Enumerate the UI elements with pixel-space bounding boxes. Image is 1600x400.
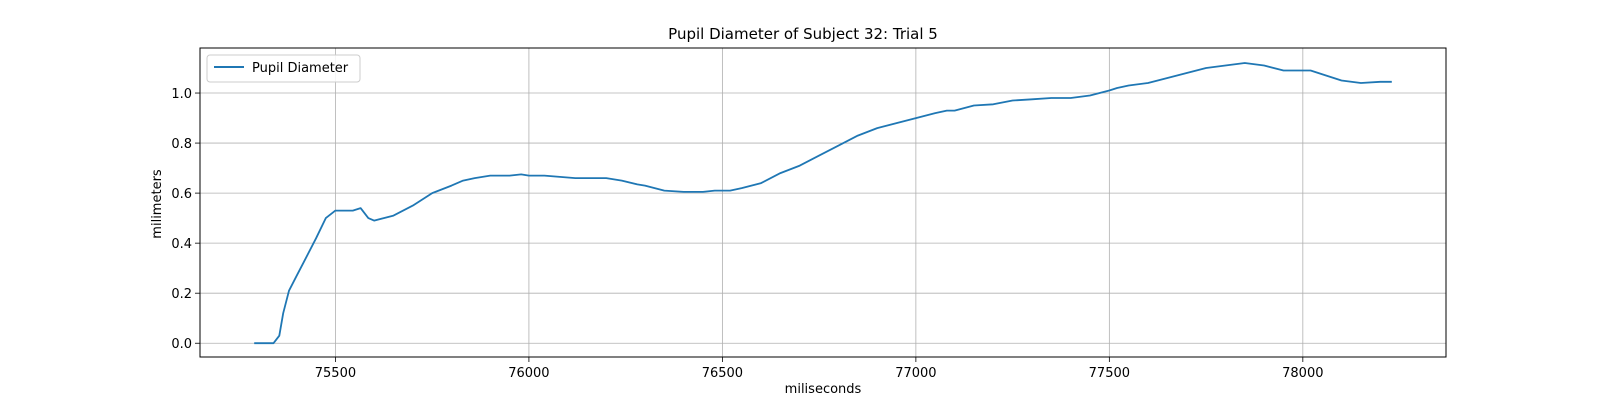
series-layer: [254, 63, 1392, 343]
series-line-pupil-diameter: [254, 63, 1392, 343]
grid: [200, 48, 1446, 357]
x-tick-label: 77000: [895, 366, 936, 381]
chart-title: Pupil Diameter of Subject 32: Trial 5: [668, 25, 938, 43]
x-tick-label: 77500: [1089, 366, 1130, 381]
y-tick-label: 0.6: [171, 187, 192, 202]
x-tick-label: 75500: [315, 366, 356, 381]
y-axis-label: milimeters: [150, 169, 165, 239]
y-tick-label: 0.8: [171, 137, 192, 152]
y-tick-label: 1.0: [171, 87, 192, 102]
y-tick-label: 0.2: [171, 287, 192, 302]
x-tick-label: 78000: [1282, 366, 1323, 381]
ticks: 75500 76000 76500 77000 77500 78000 0.0 0.2 0.4 0…: [171, 87, 1323, 381]
y-tick-label: 0.4: [171, 237, 192, 252]
x-axis-label: miliseconds: [785, 382, 862, 397]
plot-frame: [200, 48, 1446, 357]
legend: Pupil Diameter: [207, 55, 360, 82]
legend-label: Pupil Diameter: [252, 61, 349, 76]
y-tick-label: 0.0: [171, 337, 192, 352]
x-tick-label: 76500: [702, 366, 743, 381]
x-tick-label: 76000: [508, 366, 549, 381]
